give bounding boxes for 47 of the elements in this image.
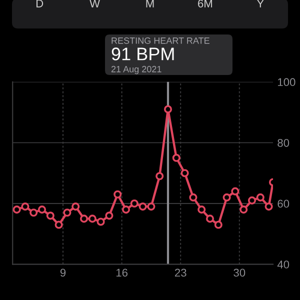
point (180, 169, 189, 178)
point (198, 206, 206, 214)
point (172, 154, 180, 162)
point (240, 206, 248, 214)
point (156, 172, 164, 180)
point (38, 206, 46, 214)
text: RESTING HEART RATE (112, 37, 210, 44)
point (138, 202, 147, 211)
point (88, 214, 96, 223)
y-tick-label: 80 (278, 138, 290, 147)
x-tick-label: 9 (60, 268, 66, 277)
point (189, 193, 198, 202)
point (46, 212, 54, 220)
point (206, 214, 214, 223)
point (256, 193, 264, 202)
text: D (36, 0, 44, 8)
point (30, 208, 38, 217)
text: 21 Aug 2021 (111, 66, 162, 74)
x-tick-label: 30 (234, 268, 246, 277)
y-tick-label: 40 (277, 260, 290, 268)
point (72, 202, 80, 211)
point (231, 187, 240, 196)
x-tick-label: 16 (116, 268, 128, 277)
y-tick-label: 60 (278, 200, 290, 208)
point (80, 214, 88, 223)
point (264, 202, 273, 211)
point (21, 202, 30, 211)
text: 91 BPM (112, 48, 174, 60)
text: W (90, 0, 100, 8)
y-tick-label: 100 (278, 78, 296, 86)
point (105, 212, 114, 220)
text: Y (256, 0, 264, 8)
point (114, 190, 122, 198)
point (63, 208, 72, 217)
point (147, 202, 156, 211)
point (12, 206, 21, 214)
point (214, 220, 222, 229)
text: 6M (198, 0, 212, 8)
point (130, 199, 138, 208)
point (122, 206, 130, 214)
point (222, 193, 231, 202)
point (248, 196, 256, 204)
text: M (146, 0, 154, 8)
point (96, 218, 105, 226)
point (54, 220, 63, 229)
x-tick-label: 23 (174, 268, 186, 277)
point (164, 105, 172, 114)
